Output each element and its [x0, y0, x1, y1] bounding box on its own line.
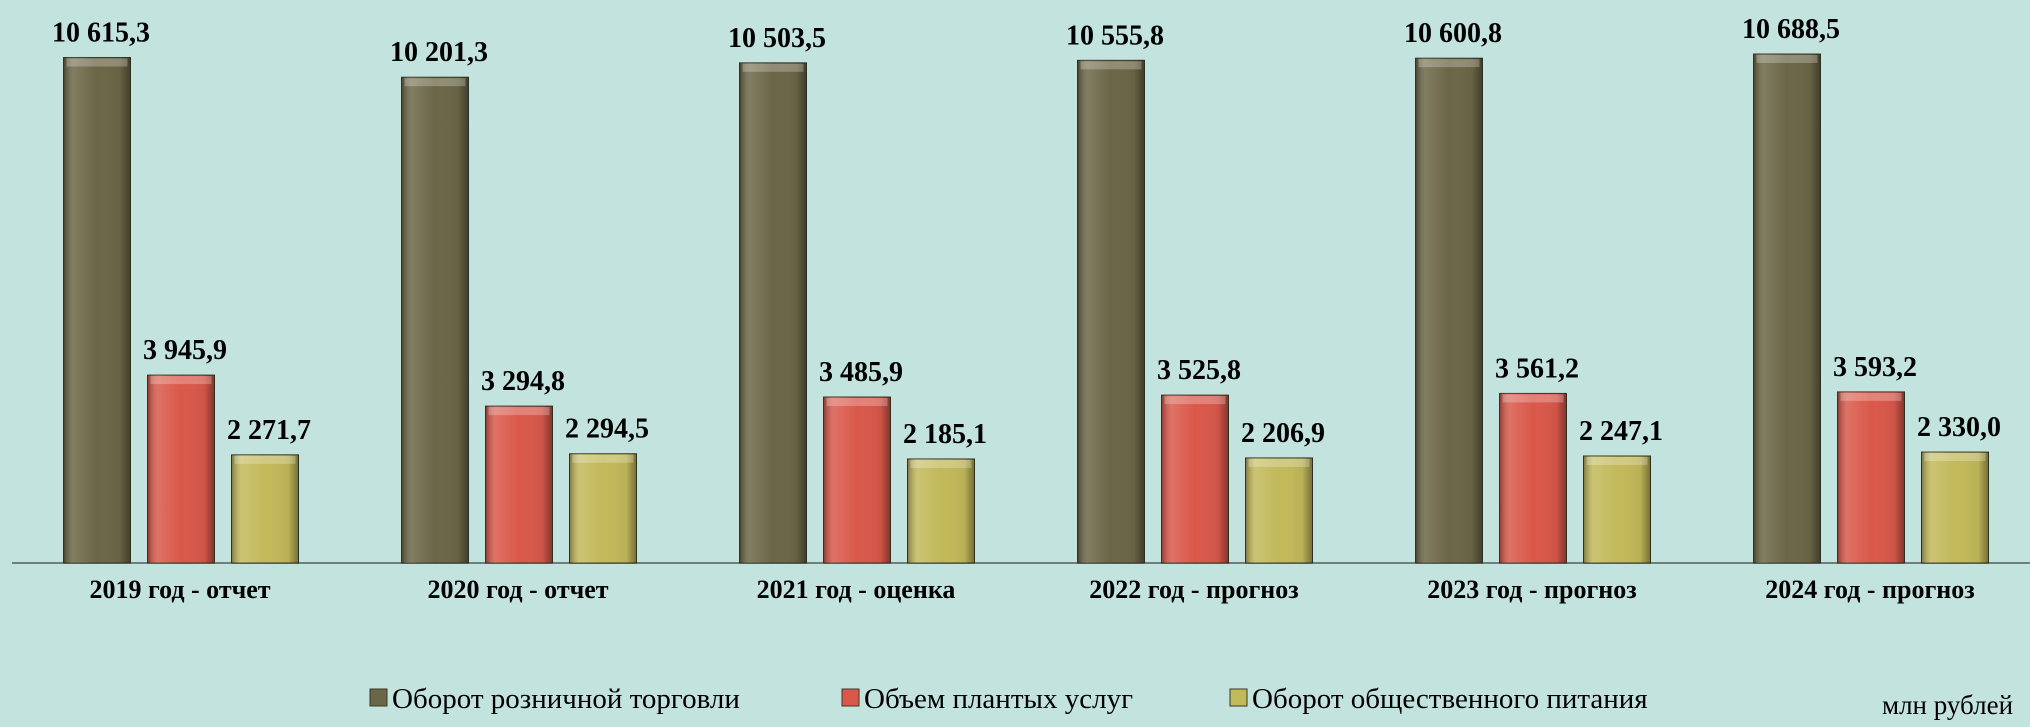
bar	[569, 453, 637, 564]
legend-swatch	[369, 688, 388, 707]
bar-cap	[1586, 456, 1648, 465]
data-label: 10 201,3	[390, 37, 488, 68]
x-tick-label: 2021 год - оценка	[757, 575, 956, 604]
bar-cap	[488, 407, 550, 416]
data-label: 10 615,3	[52, 17, 150, 48]
data-label: 10 688,5	[1742, 14, 1840, 45]
data-label: 3 945,9	[143, 335, 227, 366]
bar	[1077, 59, 1145, 564]
data-label: 10 503,5	[728, 23, 826, 54]
bar-cap	[404, 78, 466, 87]
data-label: 10 600,8	[1404, 18, 1502, 49]
x-tick-label: 2023 год - прогноз	[1427, 575, 1636, 604]
bar-cap	[572, 454, 634, 463]
bar	[907, 458, 975, 564]
unit-label: млн рублей	[1882, 690, 2013, 720]
bar	[1499, 392, 1567, 564]
bar-cap	[1840, 392, 1902, 401]
bar-cap	[1502, 394, 1564, 403]
bar-cap	[1248, 458, 1310, 467]
bar	[1161, 394, 1229, 564]
legend-label: Оборот общественного питания	[1252, 683, 1648, 715]
bar-cap	[742, 63, 804, 72]
data-label: 2 294,5	[565, 414, 649, 445]
bar-cap	[234, 455, 296, 464]
bar-cap	[66, 58, 128, 67]
bar	[1753, 53, 1821, 564]
x-tick-label: 2022 год - прогноз	[1089, 575, 1298, 604]
bar	[1921, 451, 1989, 564]
data-label: 2 185,1	[903, 419, 987, 450]
bar-cap	[1756, 55, 1818, 63]
bar-cap	[150, 376, 212, 385]
bar	[63, 56, 131, 564]
bar	[485, 405, 553, 564]
bar	[1583, 455, 1651, 564]
bar	[1837, 391, 1905, 564]
bar	[823, 396, 891, 564]
data-label: 2 271,7	[227, 415, 311, 446]
bar-cap	[1924, 453, 1986, 462]
bar	[401, 76, 469, 564]
legend-swatch	[841, 688, 860, 707]
data-label: 3 294,8	[481, 366, 565, 397]
x-tick-label: 2019 год - отчет	[89, 575, 270, 604]
legend-swatch	[1229, 688, 1248, 707]
legend-label: Объем плантых услуг	[864, 683, 1133, 715]
bar-cap	[910, 459, 972, 468]
x-tick-label: 2024 год - прогноз	[1765, 575, 1974, 604]
bar	[147, 374, 215, 564]
bar	[231, 454, 299, 564]
data-label: 3 561,2	[1495, 353, 1579, 384]
data-label: 10 555,8	[1066, 20, 1164, 51]
data-label: 2 330,0	[1917, 412, 2001, 443]
x-tick-label: 2020 год - отчет	[427, 575, 608, 604]
bar	[1245, 457, 1313, 564]
legend-label: Оборот розничной торговли	[392, 683, 740, 715]
bar-cap	[1164, 396, 1226, 405]
bar-cap	[1080, 61, 1142, 70]
data-label: 2 206,9	[1241, 418, 1325, 449]
data-label: 3 485,9	[819, 357, 903, 388]
data-label: 2 247,1	[1579, 416, 1663, 447]
data-label: 3 593,2	[1833, 352, 1917, 383]
bar	[739, 62, 807, 564]
bar-cap	[1418, 59, 1480, 68]
bar-cap	[826, 397, 888, 406]
data-label: 3 525,8	[1157, 355, 1241, 386]
bar	[1415, 57, 1483, 564]
